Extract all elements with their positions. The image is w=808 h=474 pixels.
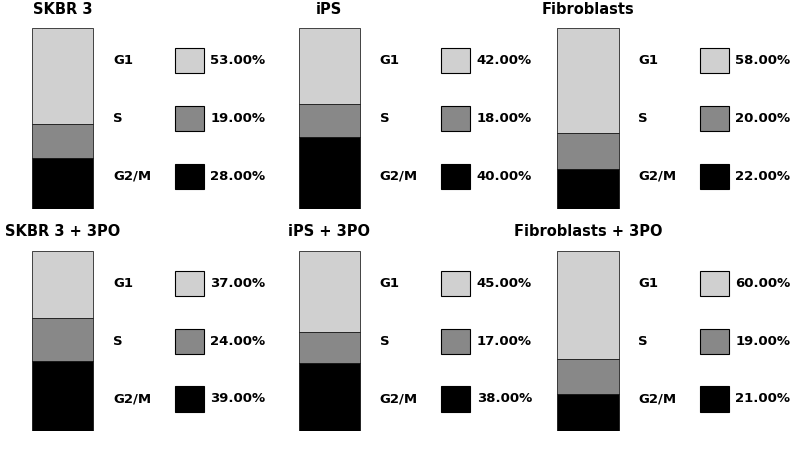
FancyBboxPatch shape (175, 106, 204, 131)
Text: SKBR 3: SKBR 3 (33, 1, 92, 17)
Bar (299, 251, 360, 332)
Bar (32, 124, 94, 158)
Bar (32, 361, 94, 431)
Text: Fibroblasts: Fibroblasts (541, 1, 634, 17)
Text: iPS + 3PO: iPS + 3PO (288, 224, 370, 239)
Text: S: S (380, 335, 389, 348)
Text: 39.00%: 39.00% (210, 392, 265, 405)
FancyBboxPatch shape (441, 271, 470, 296)
Text: G1: G1 (113, 55, 133, 67)
Text: G1: G1 (638, 55, 659, 67)
Text: S: S (113, 335, 123, 348)
Text: G2/M: G2/M (638, 170, 676, 182)
Text: 19.00%: 19.00% (735, 335, 790, 348)
FancyBboxPatch shape (441, 164, 470, 189)
Bar (558, 133, 619, 169)
Text: S: S (113, 112, 123, 125)
Text: G2/M: G2/M (638, 392, 676, 405)
Text: G1: G1 (113, 277, 133, 290)
Bar (558, 359, 619, 393)
Text: 20.00%: 20.00% (735, 112, 790, 125)
Text: 17.00%: 17.00% (477, 335, 532, 348)
Text: G2/M: G2/M (380, 392, 418, 405)
Bar (299, 332, 360, 363)
Text: G1: G1 (380, 277, 400, 290)
FancyBboxPatch shape (700, 164, 729, 189)
FancyBboxPatch shape (700, 328, 729, 354)
Bar (558, 28, 619, 133)
Text: G2/M: G2/M (113, 170, 151, 182)
FancyBboxPatch shape (441, 328, 470, 354)
Text: 37.00%: 37.00% (210, 277, 265, 290)
Text: S: S (380, 112, 389, 125)
Bar (558, 169, 619, 209)
Bar (299, 28, 360, 104)
Text: 24.00%: 24.00% (210, 335, 265, 348)
Bar (32, 318, 94, 361)
FancyBboxPatch shape (175, 271, 204, 296)
Bar (299, 137, 360, 209)
FancyBboxPatch shape (441, 48, 470, 73)
FancyBboxPatch shape (441, 106, 470, 131)
Text: 22.00%: 22.00% (735, 170, 790, 182)
Text: Fibroblasts + 3PO: Fibroblasts + 3PO (514, 224, 662, 239)
FancyBboxPatch shape (700, 271, 729, 296)
Bar (32, 251, 94, 318)
FancyBboxPatch shape (441, 386, 470, 411)
FancyBboxPatch shape (700, 106, 729, 131)
Bar (558, 393, 619, 431)
Bar (32, 158, 94, 209)
Bar (299, 104, 360, 137)
Text: G2/M: G2/M (113, 392, 151, 405)
Bar (32, 28, 94, 124)
Text: iPS: iPS (316, 1, 343, 17)
FancyBboxPatch shape (175, 328, 204, 354)
FancyBboxPatch shape (175, 164, 204, 189)
Text: 58.00%: 58.00% (735, 55, 790, 67)
FancyBboxPatch shape (700, 386, 729, 411)
FancyBboxPatch shape (700, 48, 729, 73)
Text: 18.00%: 18.00% (477, 112, 532, 125)
Text: 45.00%: 45.00% (477, 277, 532, 290)
Text: 53.00%: 53.00% (210, 55, 265, 67)
Bar (299, 363, 360, 431)
Text: 60.00%: 60.00% (735, 277, 790, 290)
Text: SKBR 3 + 3PO: SKBR 3 + 3PO (5, 224, 120, 239)
Text: 40.00%: 40.00% (477, 170, 532, 182)
Text: S: S (638, 335, 648, 348)
Text: 38.00%: 38.00% (477, 392, 532, 405)
Text: 19.00%: 19.00% (210, 112, 265, 125)
Text: 21.00%: 21.00% (735, 392, 790, 405)
Bar (558, 251, 619, 359)
Text: S: S (638, 112, 648, 125)
Text: 28.00%: 28.00% (210, 170, 265, 182)
Text: G1: G1 (380, 55, 400, 67)
Text: G1: G1 (638, 277, 659, 290)
FancyBboxPatch shape (175, 386, 204, 411)
FancyBboxPatch shape (175, 48, 204, 73)
Text: 42.00%: 42.00% (477, 55, 532, 67)
Text: G2/M: G2/M (380, 170, 418, 182)
